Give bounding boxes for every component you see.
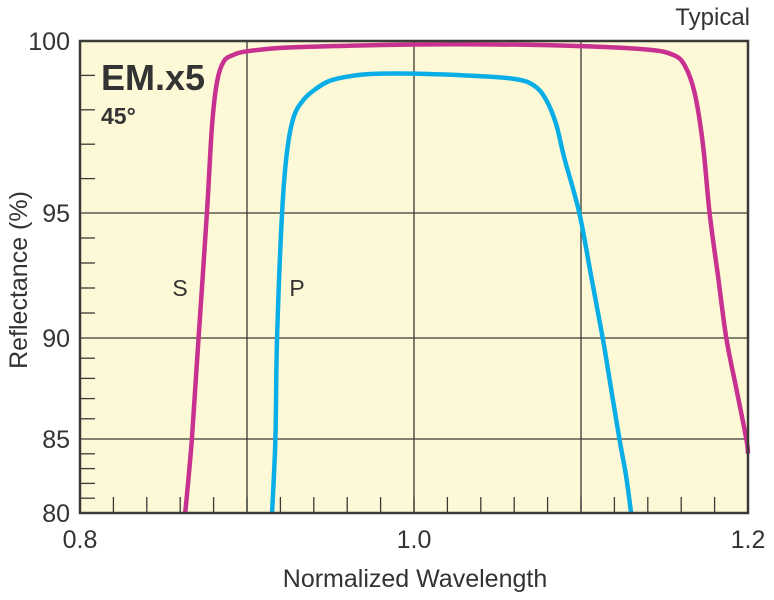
typical-note: Typical <box>675 4 750 31</box>
x-tick-label: 1.0 <box>397 526 432 554</box>
y-axis-label: Reflectance (%) <box>5 191 33 369</box>
chart-title: EM.x5 <box>101 57 205 98</box>
series-line-p <box>269 71 634 514</box>
x-tick-label: 0.8 <box>63 526 98 554</box>
chart-subtitle: 45° <box>101 103 136 129</box>
y-tick-label: 95 <box>42 200 70 228</box>
y-tick-label: 85 <box>42 426 70 454</box>
plot-frame <box>78 39 750 515</box>
x-tick-label: 1.2 <box>731 526 766 554</box>
series-line-s <box>182 41 751 514</box>
y-tick-label: 100 <box>28 28 70 56</box>
x-axis-label: Normalized Wavelength <box>283 565 547 593</box>
series-label-p: P <box>289 275 304 301</box>
series-label-s: S <box>172 275 187 301</box>
y-tick-label: 80 <box>42 500 70 528</box>
y-tick-label: 90 <box>42 325 70 353</box>
